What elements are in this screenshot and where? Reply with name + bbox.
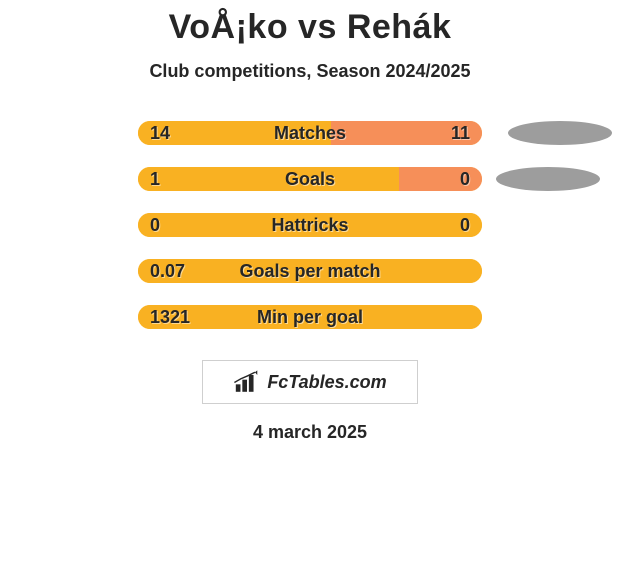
- player-left-oval: [8, 121, 112, 145]
- stat-row: 0.07Goals per match: [0, 248, 620, 294]
- stat-row: 1321Min per goal: [0, 294, 620, 340]
- source-logo-text: FcTables.com: [267, 372, 386, 393]
- page-subtitle: Club competitions, Season 2024/2025: [0, 61, 620, 82]
- stat-bar: 00Hattricks: [138, 213, 482, 237]
- stat-label: Min per goal: [138, 305, 482, 329]
- bars-icon: [233, 370, 261, 394]
- stat-label: Matches: [138, 121, 482, 145]
- page-title: VoÅ¡ko vs Rehák: [0, 0, 620, 47]
- stat-label: Goals: [138, 167, 482, 191]
- player-left-oval: [20, 167, 124, 191]
- stat-row: 00Hattricks: [0, 202, 620, 248]
- stat-bar: 1411Matches: [138, 121, 482, 145]
- stats-table: 1411Matches 10Goals 00Hattricks 0.07Goals p…: [0, 110, 620, 340]
- stat-label: Hattricks: [138, 213, 482, 237]
- date-label: 4 march 2025: [0, 422, 620, 443]
- stat-label: Goals per match: [138, 259, 482, 283]
- player-right-oval: [496, 167, 600, 191]
- source-logo-card: FcTables.com: [202, 360, 418, 404]
- stat-bar: 0.07Goals per match: [138, 259, 482, 283]
- player-right-oval: [508, 121, 612, 145]
- stat-row: 1411Matches: [0, 110, 620, 156]
- stat-bar: 1321Min per goal: [138, 305, 482, 329]
- stat-row: 10Goals: [0, 156, 620, 202]
- stat-bar: 10Goals: [138, 167, 482, 191]
